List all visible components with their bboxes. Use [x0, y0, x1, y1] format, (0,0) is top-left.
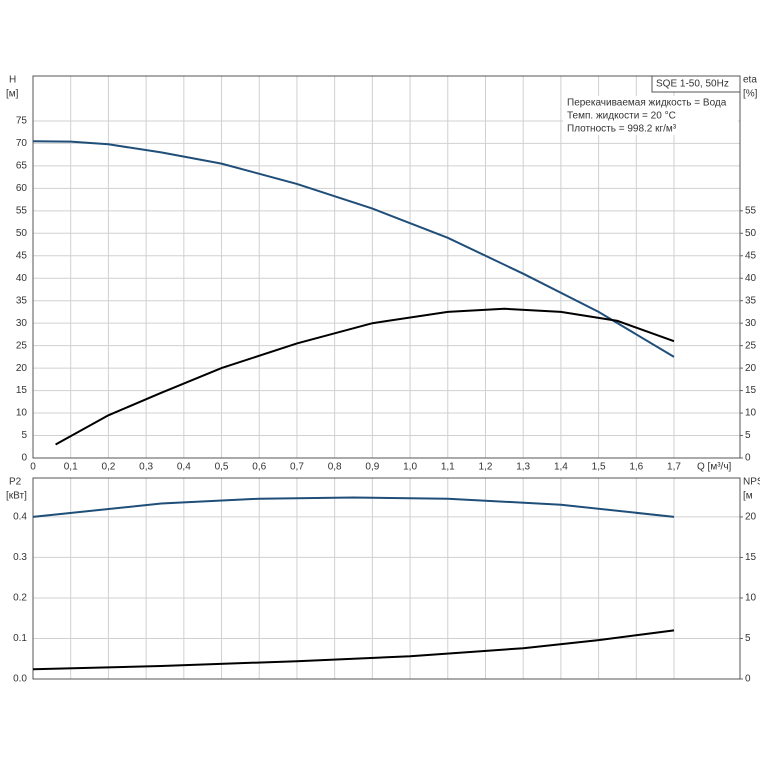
note: Темп. жидкости = 20 °C: [567, 111, 676, 122]
x-tick-label: 0: [30, 462, 36, 473]
note: Плотность = 998.2 кг/м³: [567, 124, 677, 135]
y-tick-label: 0.2: [13, 593, 27, 604]
y-axis-unit: [м]: [6, 89, 19, 100]
y2-tick-label: 40: [745, 273, 757, 284]
y2-tick-label: 0: [745, 674, 751, 685]
x-tick-label: 0,7: [290, 462, 304, 473]
x-tick-label: 0,6: [252, 462, 266, 473]
y2-axis-label: eta: [743, 75, 757, 86]
y-tick-label: 25: [16, 340, 28, 351]
x-tick-label: 0,4: [177, 462, 191, 473]
x-tick-label: 1,3: [516, 462, 530, 473]
note-bg: [563, 96, 738, 109]
note: Перекачиваемая жидкость = Вода: [567, 98, 727, 109]
y2-tick-label: 20: [745, 512, 757, 523]
y-axis-label: H: [9, 75, 16, 86]
y-tick-label: 20: [16, 363, 28, 374]
y-axis-unit: [кВт]: [6, 491, 27, 502]
y-axis-label: P2: [9, 477, 22, 488]
x-tick-label: 0,9: [365, 462, 379, 473]
y2-tick-label: 55: [745, 205, 757, 216]
y2-axis-unit: [%]: [743, 89, 758, 100]
x-tick-label: 1,2: [479, 462, 493, 473]
y-tick-label: 5: [21, 430, 27, 441]
y2-tick-label: 30: [745, 318, 757, 329]
y-tick-label: 0: [21, 453, 27, 464]
x-tick-label: 0,8: [328, 462, 342, 473]
y2-tick-label: 45: [745, 250, 757, 261]
x-tick-label: 1,0: [403, 462, 417, 473]
y-tick-label: 0.3: [13, 552, 27, 563]
y-tick-label: 10: [16, 408, 28, 419]
curve: [55, 307, 675, 446]
y2-tick-label: 10: [745, 593, 757, 604]
y-tick-label: 35: [16, 295, 28, 306]
y2-tick-label: 20: [745, 363, 757, 374]
y-tick-label: 55: [16, 205, 28, 216]
plot-frame: [32, 75, 741, 459]
y2-tick-label: 0: [745, 453, 751, 464]
x-tick-label: 0,2: [101, 462, 115, 473]
y-tick-label: 0.1: [13, 633, 27, 644]
y2-tick-label: 15: [745, 385, 757, 396]
y-tick-label: 65: [16, 161, 28, 172]
y-tick-label: 40: [16, 273, 28, 284]
legend-title: SQE 1-50, 50Hz: [656, 79, 729, 90]
y2-axis-label: NPS: [743, 477, 760, 488]
x-tick-label: 0,3: [139, 462, 153, 473]
y-tick-label: 0.4: [13, 512, 27, 523]
legend-box: [651, 75, 741, 93]
y2-tick-label: 5: [745, 430, 751, 441]
y2-tick-label: 35: [745, 295, 757, 306]
y-tick-label: 70: [16, 138, 28, 149]
y2-tick-label: 5: [745, 633, 751, 644]
curve: [32, 496, 675, 518]
y2-tick-label: 50: [745, 228, 757, 239]
x-axis-label: Q [м³/ч]: [697, 462, 732, 473]
y2-tick-label: 15: [745, 552, 757, 563]
x-tick-label: 1,1: [441, 462, 455, 473]
y2-axis-unit: [м: [743, 491, 753, 502]
curve: [32, 629, 675, 671]
note-bg: [563, 122, 738, 135]
x-tick-label: 0,5: [215, 462, 229, 473]
y-tick-label: 50: [16, 228, 28, 239]
x-tick-label: 1,7: [667, 462, 681, 473]
plot-frame: [32, 477, 741, 680]
x-tick-label: 1,5: [592, 462, 606, 473]
y-tick-label: 75: [16, 116, 28, 127]
y-tick-label: 0.0: [13, 674, 27, 685]
y-tick-label: 30: [16, 318, 28, 329]
note-bg: [563, 109, 738, 122]
y2-tick-label: 10: [745, 408, 757, 419]
curve: [32, 140, 675, 358]
y2-tick-label: 25: [745, 340, 757, 351]
x-tick-label: 0,1: [64, 462, 78, 473]
y-tick-label: 15: [16, 385, 28, 396]
x-tick-label: 1,6: [629, 462, 643, 473]
x-tick-label: 1,4: [554, 462, 568, 473]
y-tick-label: 60: [16, 183, 28, 194]
y-tick-label: 45: [16, 250, 28, 261]
